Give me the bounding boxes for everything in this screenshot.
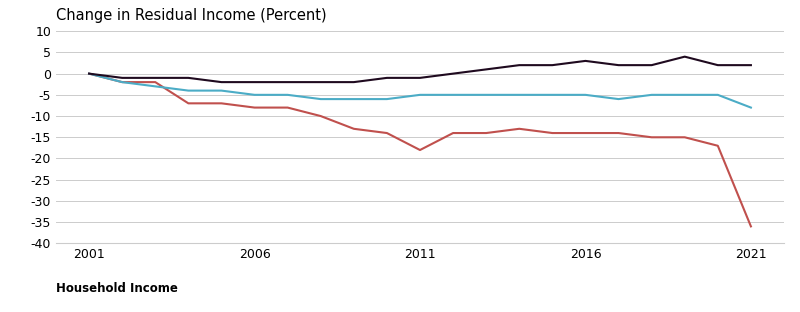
Text: Household Income: Household Income bbox=[56, 282, 178, 295]
Text: Change in Residual Income (Percent): Change in Residual Income (Percent) bbox=[56, 8, 326, 23]
